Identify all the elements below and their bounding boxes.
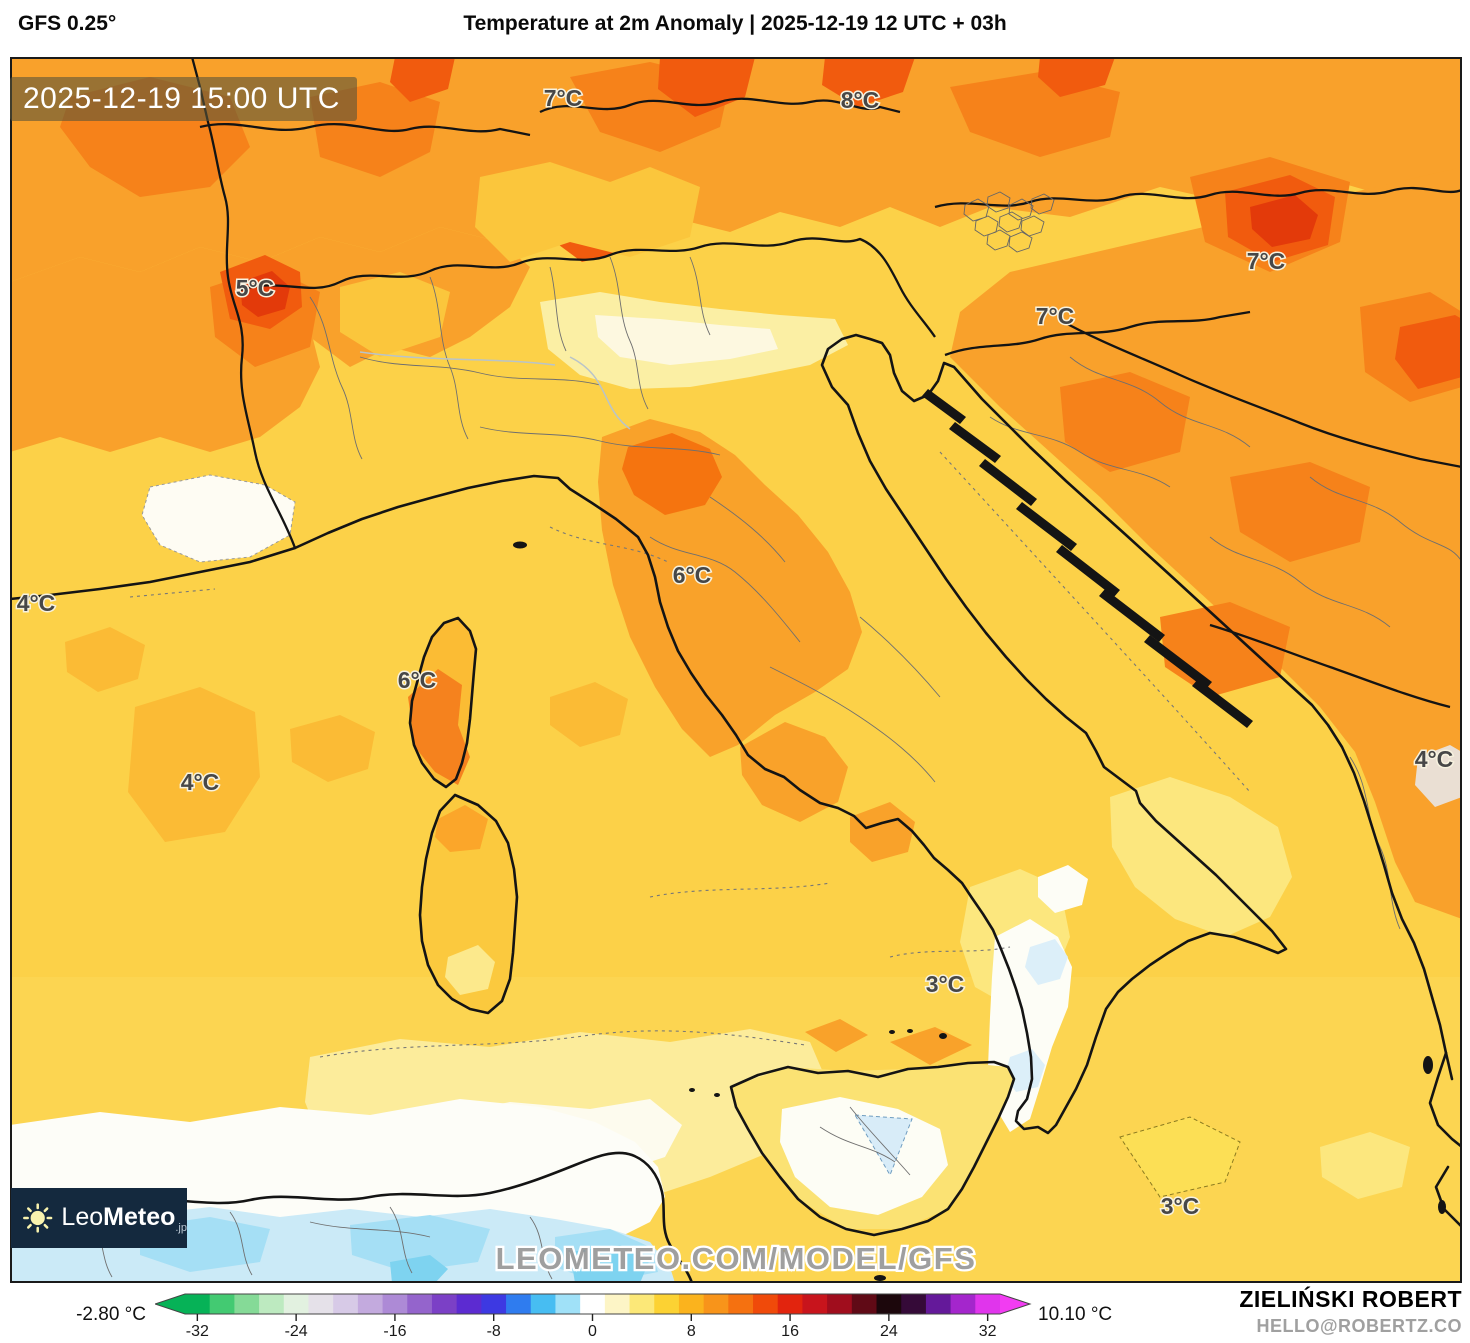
colorbar-segment	[802, 1294, 828, 1314]
map-temp-label: 8°C	[841, 87, 880, 113]
colorbar-segment	[678, 1294, 705, 1314]
colorbar-min-label: -2.80 °C	[76, 1304, 146, 1325]
weather-map: 7°C 8°C 5°C 7°C 7°C 6°C 4°C 6°C 4°C 4°C 3°C 3°C LEO…	[10, 57, 1462, 1283]
colorbar-tick-label: -32	[186, 1323, 209, 1338]
colorbar-segment	[456, 1294, 482, 1314]
colorbar-segment	[283, 1294, 309, 1314]
timestamp-overlay: 2025-12-19 15:00 UTC	[10, 77, 357, 121]
colorbar-tick-label: 16	[781, 1323, 799, 1338]
map-temp-label: 6°C	[398, 667, 437, 693]
colorbar-segment	[382, 1294, 408, 1314]
colorbar-segment	[580, 1294, 606, 1314]
colorbar-max-label: 10.10 °C	[1038, 1304, 1113, 1325]
colorbar-segment	[777, 1294, 803, 1314]
colorbar-tick-label: 8	[687, 1323, 696, 1338]
colorbar-segment	[506, 1294, 532, 1314]
logo-leo: Leo	[61, 1202, 104, 1231]
map-temp-label: 4°C	[17, 590, 56, 616]
colorbar-segment	[654, 1294, 680, 1314]
map-temp-label: 3°C	[1161, 1193, 1200, 1219]
colorbar-segment	[703, 1294, 729, 1314]
logo-suffix: .jp	[175, 1221, 187, 1234]
colorbar-segment	[185, 1294, 211, 1314]
map-temp-label: 4°C	[181, 769, 220, 795]
colorbar-segment	[357, 1294, 384, 1314]
author-name: ZIELIŃSKI ROBERT	[1239, 1286, 1462, 1312]
colorbar-segment	[876, 1294, 902, 1314]
map-temp-label: 7°C	[1036, 303, 1075, 329]
colorbar: -32 -24 -16 -8 0 8 16 24 32	[153, 1292, 1035, 1343]
colorbar-segment	[827, 1294, 853, 1314]
colorbar-segment	[975, 1294, 1001, 1314]
map-temp-label: 7°C	[544, 85, 583, 111]
temperature-labels: 7°C 8°C 5°C 7°C 7°C 6°C 4°C 6°C 4°C 4°C 3°C 3°C	[15, 84, 1455, 1221]
colorbar-segment	[259, 1294, 285, 1314]
colorbar-segment	[753, 1294, 779, 1314]
model-label: GFS 0.25°	[18, 12, 117, 35]
colorbar-segment	[308, 1294, 334, 1314]
colorbar-segment	[950, 1294, 976, 1314]
colorbar-tick-label: 32	[979, 1323, 997, 1338]
map-temp-label: 3°C	[926, 971, 965, 997]
anomaly-map-canvas: 7°C 8°C 5°C 7°C 7°C 6°C 4°C 6°C 4°C 4°C 3°C 3°C LEO…	[10, 57, 1462, 1283]
colorbar-segment	[234, 1294, 260, 1314]
colorbar-segment	[431, 1294, 458, 1314]
leometeo-logo: LeoMeteo.jp	[11, 1188, 187, 1248]
map-temp-label: 5°C	[236, 275, 275, 301]
colorbar-tick-label: 0	[588, 1323, 597, 1338]
colorbar-tick-label: -24	[285, 1323, 308, 1338]
map-temp-label: 6°C	[673, 562, 712, 588]
logo-text: LeoMeteo.jp	[61, 1203, 187, 1234]
colorbar-segment	[851, 1294, 878, 1314]
watermark: LEOMETEO.COM/MODEL/GFS	[496, 1241, 977, 1276]
sun-icon	[23, 1203, 53, 1233]
colorbar-segment	[555, 1294, 581, 1314]
logo-meteo: Meteo	[103, 1202, 176, 1231]
map-temp-label: 4°C	[1415, 746, 1454, 772]
colorbar-segment	[530, 1294, 556, 1314]
colorbar-segment	[728, 1294, 754, 1314]
credits: ZIELIŃSKI ROBERT HELLO@ROBERTZ.CO	[1239, 1286, 1462, 1337]
author-contact: HELLO@ROBERTZ.CO	[1256, 1316, 1462, 1336]
colorbar-tick-label: -8	[487, 1323, 501, 1338]
colorbar-segment	[481, 1294, 507, 1314]
colorbar-segment	[333, 1294, 359, 1314]
colorbar-segment	[407, 1294, 433, 1314]
colorbar-segment	[925, 1294, 952, 1314]
colorbar-tick-label: -16	[383, 1323, 406, 1338]
page-title: Temperature at 2m Anomaly | 2025-12-19 1…	[463, 12, 1007, 35]
colorbar-segment	[209, 1294, 235, 1314]
colorbar-segment	[604, 1294, 631, 1314]
colorbar-tick-label: 24	[880, 1323, 898, 1338]
colorbar-segment	[901, 1294, 927, 1314]
colorbar-segment	[629, 1294, 655, 1314]
map-temp-label: 7°C	[1247, 248, 1286, 274]
